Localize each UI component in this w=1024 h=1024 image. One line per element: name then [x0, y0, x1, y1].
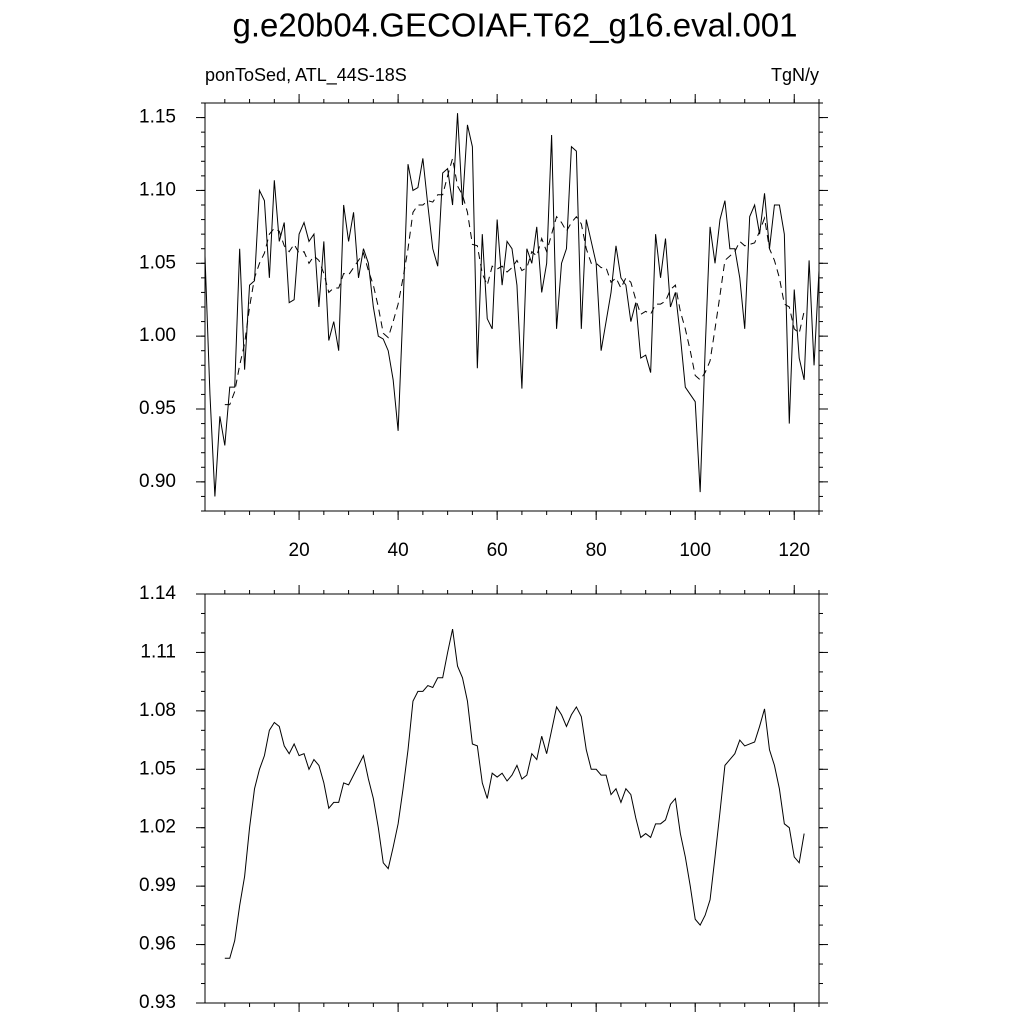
y-tick-label: 1.10: [139, 179, 176, 200]
y-tick-label: 0.96: [139, 934, 176, 955]
subtitle-right: TgN/y: [771, 65, 819, 85]
data-line: [224, 628, 805, 959]
y-tick-label: 1.05: [139, 758, 176, 779]
chart-title: g.e20b04.GECOIAF.T62_g16.eval.001: [232, 7, 797, 44]
y-tick-label: 1.14: [139, 583, 176, 604]
x-tick-label: 100: [679, 540, 711, 561]
plot-frame: [204, 593, 820, 1004]
x-tick-label: 20: [289, 540, 310, 561]
data-line: [204, 113, 820, 497]
y-tick-label: 0.93: [139, 992, 176, 1013]
x-tick-label: 60: [487, 540, 508, 561]
subtitle-left: ponToSed, ATL_44S-18S: [205, 65, 407, 86]
y-tick-label: 1.02: [139, 817, 176, 838]
y-tick-label: 0.99: [139, 875, 176, 896]
y-tick-label: 1.11: [140, 641, 176, 662]
x-tick-label: 80: [586, 540, 607, 561]
data-line: [224, 158, 805, 406]
plot-frame: [204, 102, 820, 512]
y-tick-label: 1.08: [139, 700, 176, 721]
y-tick-label: 1.00: [139, 325, 176, 346]
y-tick-label: 0.95: [139, 398, 176, 419]
y-tick-label: 1.15: [139, 107, 176, 128]
x-tick-label: 40: [388, 540, 409, 561]
x-tick-label: 120: [778, 540, 810, 561]
y-tick-label: 1.05: [139, 252, 176, 273]
y-tick-label: 0.90: [139, 471, 176, 492]
